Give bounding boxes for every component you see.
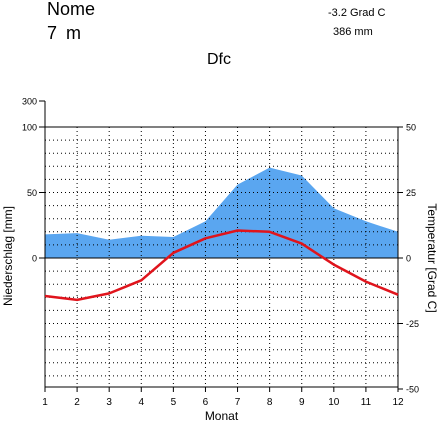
right-tick-label: 0 (406, 254, 411, 264)
left-tick-label: 0 (32, 254, 37, 264)
right-tick-label: -25 (406, 319, 419, 329)
temperature-line (44, 229, 399, 302)
x-tick-label: 8 (267, 397, 273, 408)
right-axis-title: Temperatur [Grad C] (425, 203, 439, 312)
annual-precipitation: 386 mm (333, 26, 373, 38)
x-tick-label: 7 (235, 397, 241, 408)
elevation-unit: m (66, 23, 82, 43)
x-tick-label: 2 (74, 397, 80, 408)
left-tick-label: 100 (22, 123, 37, 133)
right-tick-label: 50 (406, 123, 416, 133)
x-tick-label: 3 (106, 397, 112, 408)
precipitation-area (45, 167, 398, 258)
right-tick-label: 25 (406, 188, 416, 198)
x-tick-label: 5 (171, 397, 177, 408)
station-name: Nome (47, 0, 96, 19)
x-tick-label: 10 (328, 397, 340, 408)
right-tick-label: -50 (406, 385, 419, 395)
chart-title: Dfc (207, 51, 231, 68)
elevation-value: 7 (47, 23, 58, 43)
x-tick-label: 9 (299, 397, 305, 408)
plot-frame (44, 126, 399, 388)
x-tick-label: 11 (361, 397, 372, 408)
left-tick-label: 50 (27, 188, 37, 198)
x-tick-label: 4 (138, 397, 144, 408)
x-tick-label: 12 (392, 397, 404, 408)
left-axis-title: Niederschlag [mm] (1, 206, 15, 306)
mean-temperature: -3.2 Grad C (328, 7, 386, 19)
x-tick-label: 6 (203, 397, 209, 408)
x-tick-label: 1 (42, 397, 48, 408)
x-axis-title: Monat (205, 409, 239, 423)
left-tick-label: 300 (22, 97, 37, 107)
